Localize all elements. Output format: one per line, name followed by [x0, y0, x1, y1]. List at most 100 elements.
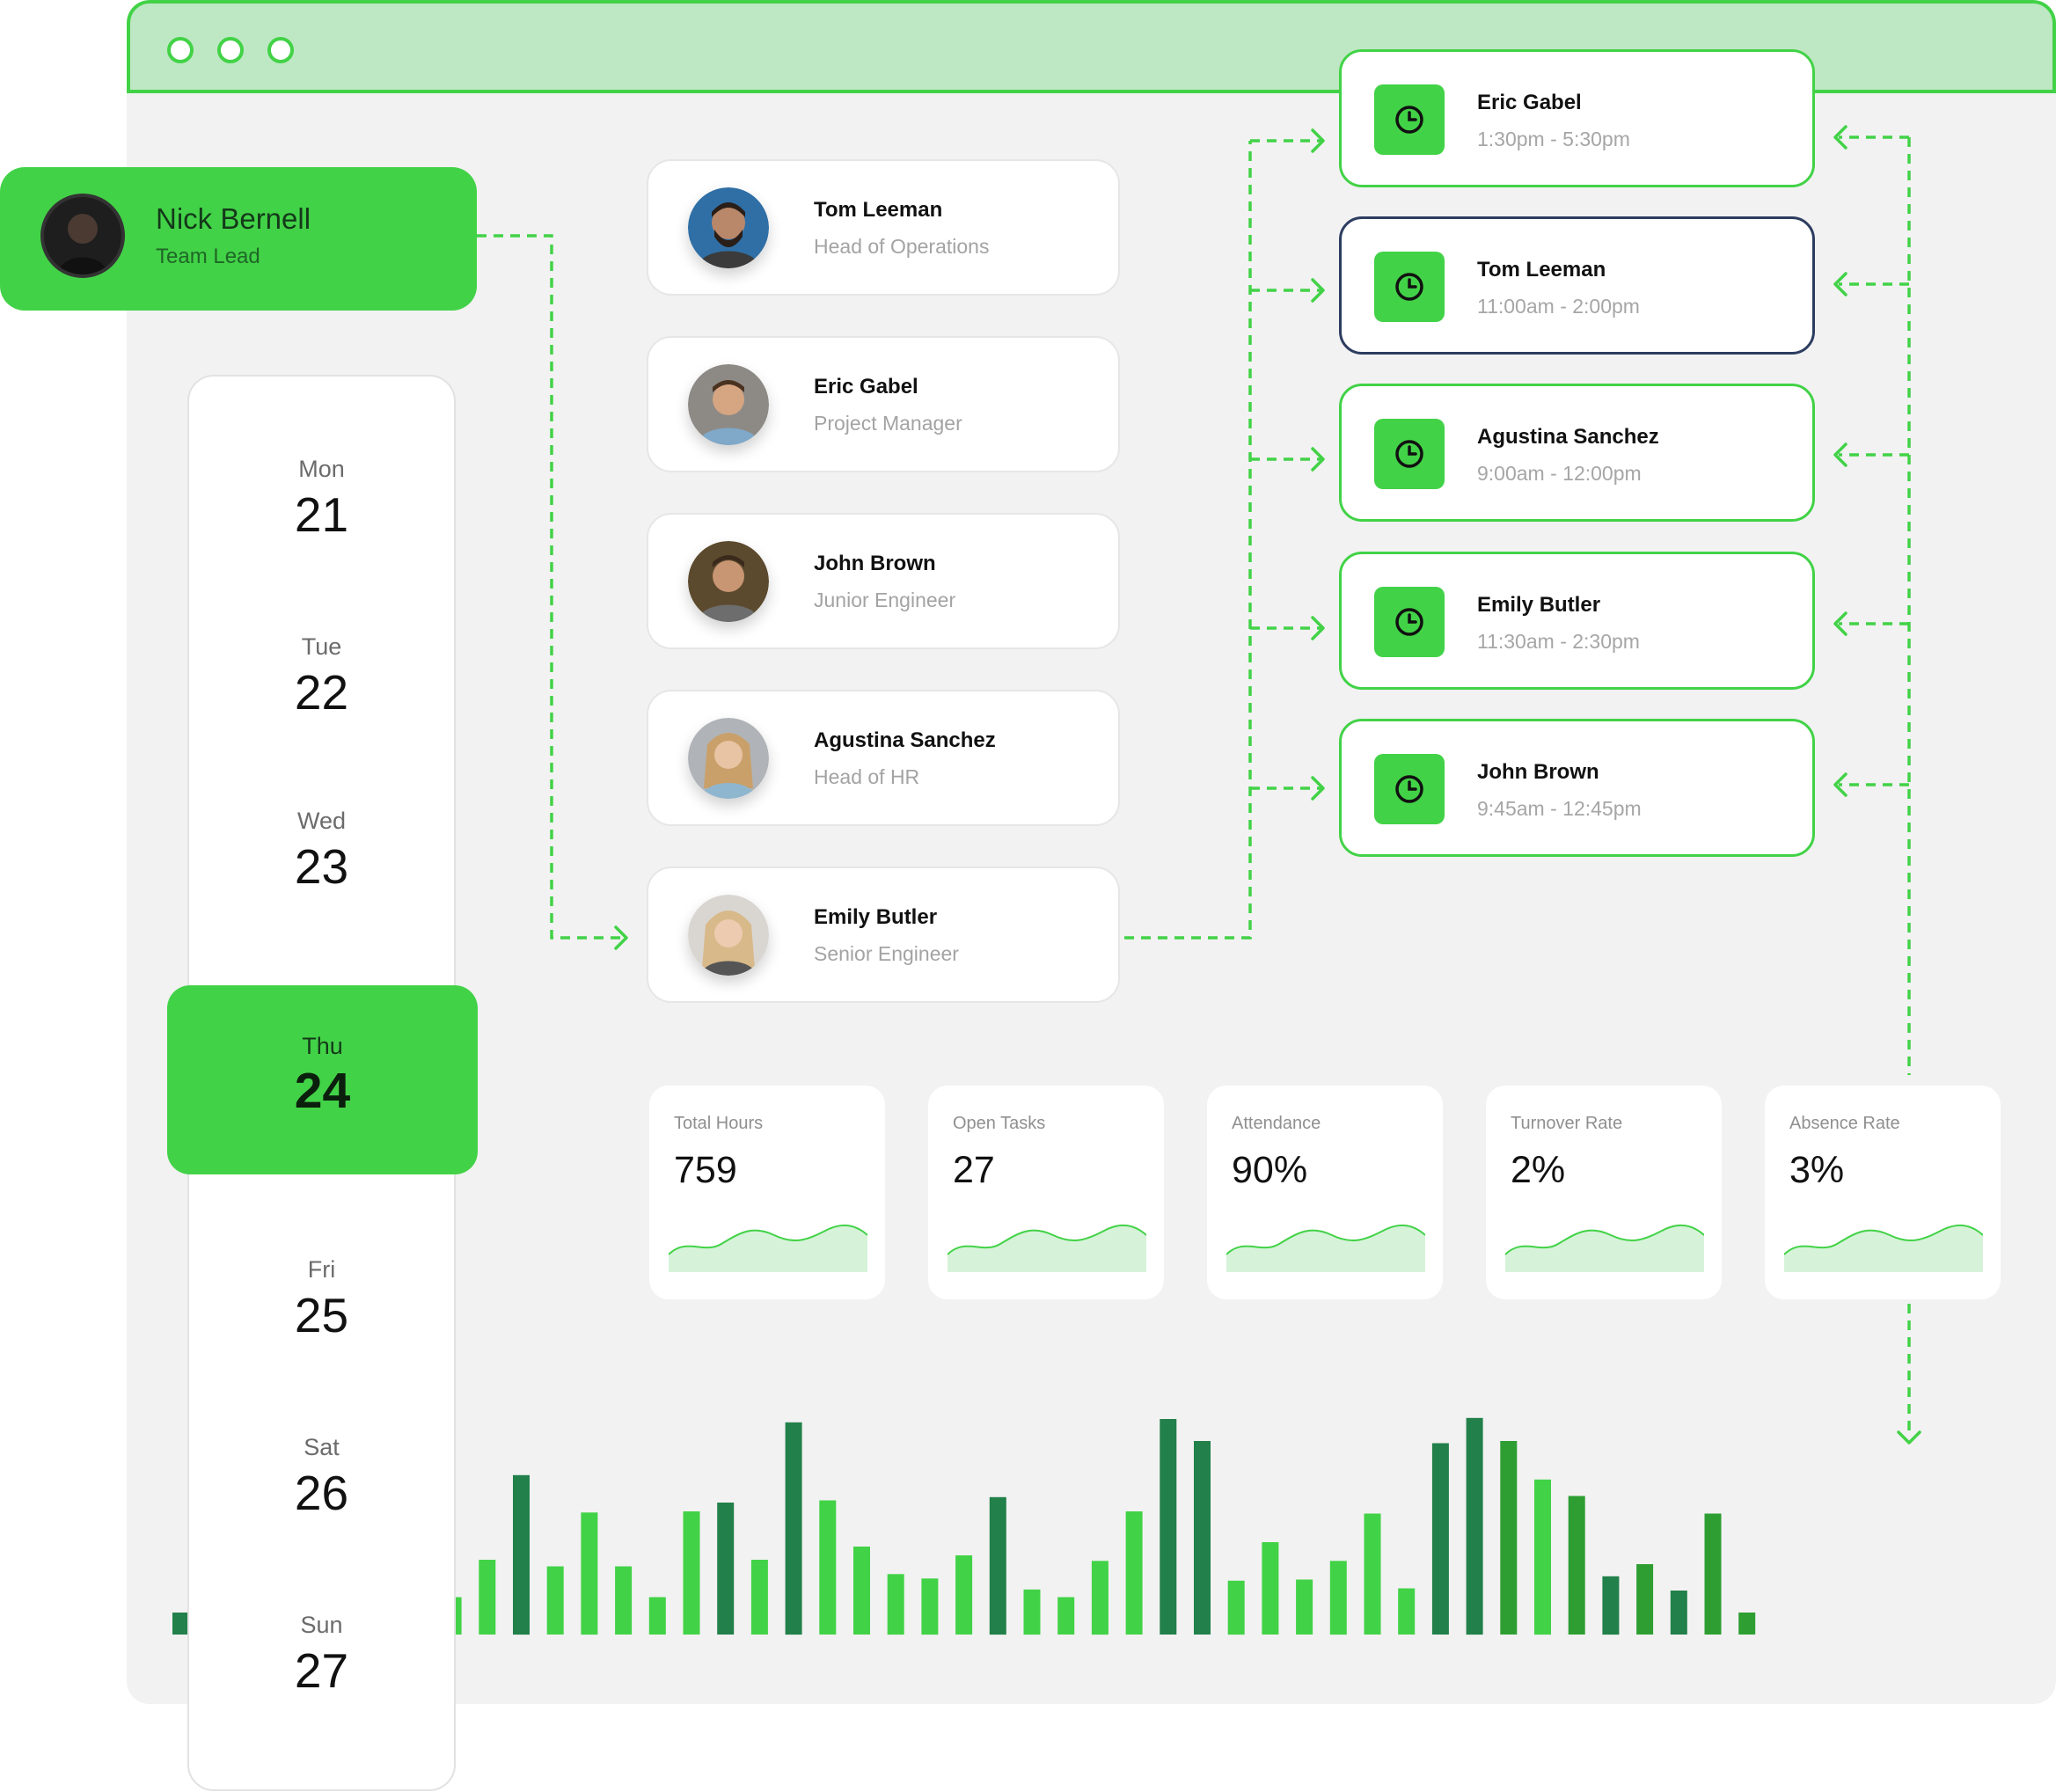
- chart-bar: [1057, 1597, 1075, 1635]
- chart-bar: [1636, 1564, 1654, 1635]
- day-number: 23: [294, 839, 349, 894]
- employee-name: Emily Butler: [814, 905, 938, 929]
- arrow-left-icon: [1833, 611, 1847, 636]
- chart-bar: [819, 1500, 837, 1635]
- chart-bar: [648, 1597, 666, 1635]
- calendar-day-wed[interactable]: Wed 23: [189, 808, 454, 895]
- clock-icon: [1374, 587, 1445, 657]
- window-close-dot[interactable]: [167, 37, 194, 63]
- arrow-right-icon: [1311, 278, 1325, 303]
- chart-bar: [683, 1511, 700, 1635]
- chart-bar: [717, 1503, 735, 1635]
- day-name: Fri: [307, 1256, 336, 1283]
- stat-label: Absence Rate: [1789, 1114, 1900, 1133]
- employee-card-john-brown[interactable]: John Brown Junior Engineer: [647, 513, 1120, 649]
- avatar: [688, 364, 769, 445]
- schedule-card-tom-leeman[interactable]: Tom Leeman 11:00am - 2:00pm: [1339, 216, 1815, 355]
- schedule-time: 1:30pm - 5:30pm: [1477, 128, 1630, 150]
- chart-bar: [1194, 1441, 1211, 1635]
- chart-bar: [1568, 1496, 1585, 1635]
- arrow-left-icon: [1833, 125, 1847, 150]
- arrow-right-icon: [1311, 128, 1325, 153]
- sparkline: [1784, 1224, 1983, 1272]
- employee-card-emily-butler[interactable]: Emily Butler Senior Engineer: [647, 867, 1120, 1003]
- avatar: [688, 541, 769, 622]
- arrow-right-icon: [614, 925, 628, 950]
- stat-label: Turnover Rate: [1511, 1114, 1623, 1133]
- chart-bar: [1091, 1561, 1108, 1635]
- clock-icon: [1374, 419, 1445, 489]
- sparkline: [669, 1224, 867, 1272]
- team-lead-card[interactable]: Nick Bernell Team Lead: [0, 167, 477, 311]
- schedule-card-eric-gabel[interactable]: Eric Gabel 1:30pm - 5:30pm: [1339, 49, 1815, 187]
- chart-bar: [955, 1555, 973, 1635]
- stat-card-turnover-rate[interactable]: Turnover Rate 2%: [1486, 1086, 1722, 1299]
- schedule-name: Eric Gabel: [1477, 91, 1582, 114]
- day-name: Sun: [300, 1612, 343, 1638]
- window-minimize-dot[interactable]: [217, 37, 244, 63]
- chart-bar: [546, 1566, 564, 1635]
- schedule-card-john-brown[interactable]: John Brown 9:45am - 12:45pm: [1339, 719, 1815, 857]
- chart-bar: [1466, 1417, 1483, 1635]
- day-name: Tue: [301, 633, 342, 660]
- day-number: 24: [294, 1063, 351, 1119]
- stat-value: 2%: [1511, 1149, 1566, 1191]
- schedule-name: Agustina Sanchez: [1477, 425, 1659, 449]
- stat-card-open-tasks[interactable]: Open Tasks 27: [928, 1086, 1164, 1299]
- chart-bar: [1602, 1576, 1620, 1635]
- chart-bar: [785, 1422, 802, 1635]
- schedule-name: Emily Butler: [1477, 593, 1601, 617]
- calendar-day-sun[interactable]: Sun 27: [189, 1612, 454, 1699]
- chart-bar: [1534, 1479, 1551, 1635]
- chart-bar: [1023, 1589, 1041, 1635]
- window-maximize-dot[interactable]: [267, 37, 294, 63]
- employee-card-eric-gabel[interactable]: Eric Gabel Project Manager: [647, 336, 1120, 472]
- schedule-time: 11:00am - 2:00pm: [1477, 295, 1640, 318]
- stat-card-absence-rate[interactable]: Absence Rate 3%: [1765, 1086, 2001, 1299]
- schedule-card-agustina-sanchez[interactable]: Agustina Sanchez 9:00am - 12:00pm: [1339, 384, 1815, 522]
- schedule-time: 9:00am - 12:00pm: [1477, 462, 1642, 485]
- sparkline: [1226, 1224, 1425, 1272]
- chart-bar: [1738, 1613, 1756, 1635]
- day-name: Wed: [296, 808, 347, 834]
- day-name: Sat: [304, 1434, 340, 1460]
- stat-label: Attendance: [1232, 1114, 1321, 1133]
- chart-bar: [989, 1496, 1006, 1635]
- calendar-day-mon[interactable]: Mon 21: [189, 456, 454, 543]
- chart-bar: [853, 1547, 870, 1635]
- chart-bar: [1296, 1579, 1313, 1635]
- chart-bar: [1262, 1542, 1279, 1635]
- stat-card-total-hours[interactable]: Total Hours 759: [649, 1086, 885, 1299]
- day-number: 25: [294, 1288, 349, 1342]
- chart-bar: [1227, 1580, 1245, 1635]
- calendar-day-fri[interactable]: Fri 25: [189, 1256, 454, 1343]
- chart-bar: [1500, 1441, 1518, 1635]
- chart-bar: [1398, 1588, 1416, 1635]
- chart-bar: [1125, 1511, 1143, 1635]
- calendar-day-tue[interactable]: Tue 22: [189, 633, 454, 720]
- schedule-name: Tom Leeman: [1477, 258, 1606, 282]
- clock-icon: [1374, 84, 1445, 155]
- employee-name: Tom Leeman: [814, 198, 943, 222]
- chart-bar: [1364, 1513, 1381, 1635]
- avatar: [40, 194, 125, 278]
- day-number: 22: [294, 665, 349, 720]
- calendar-day-thu-selected[interactable]: Thu 24: [167, 985, 478, 1174]
- schedule-card-emily-butler[interactable]: Emily Butler 11:30am - 2:30pm: [1339, 552, 1815, 690]
- chart-bar: [581, 1512, 598, 1635]
- stat-value: 90%: [1232, 1149, 1308, 1191]
- avatar: [688, 895, 769, 976]
- employee-card-tom-leeman[interactable]: Tom Leeman Head of Operations: [647, 159, 1120, 296]
- avatar: [688, 718, 769, 799]
- calendar-day-sat[interactable]: Sat 26: [189, 1434, 454, 1521]
- employee-role: Junior Engineer: [814, 589, 956, 611]
- chart-bar: [750, 1560, 768, 1635]
- employee-card-agustina-sanchez[interactable]: Agustina Sanchez Head of HR: [647, 690, 1120, 826]
- stat-label: Total Hours: [674, 1114, 764, 1133]
- clock-icon: [1374, 754, 1445, 824]
- day-number: 27: [294, 1643, 349, 1698]
- employee-role: Project Manager: [814, 412, 962, 435]
- day-name: Mon: [298, 456, 345, 482]
- stat-card-attendance[interactable]: Attendance 90%: [1207, 1086, 1443, 1299]
